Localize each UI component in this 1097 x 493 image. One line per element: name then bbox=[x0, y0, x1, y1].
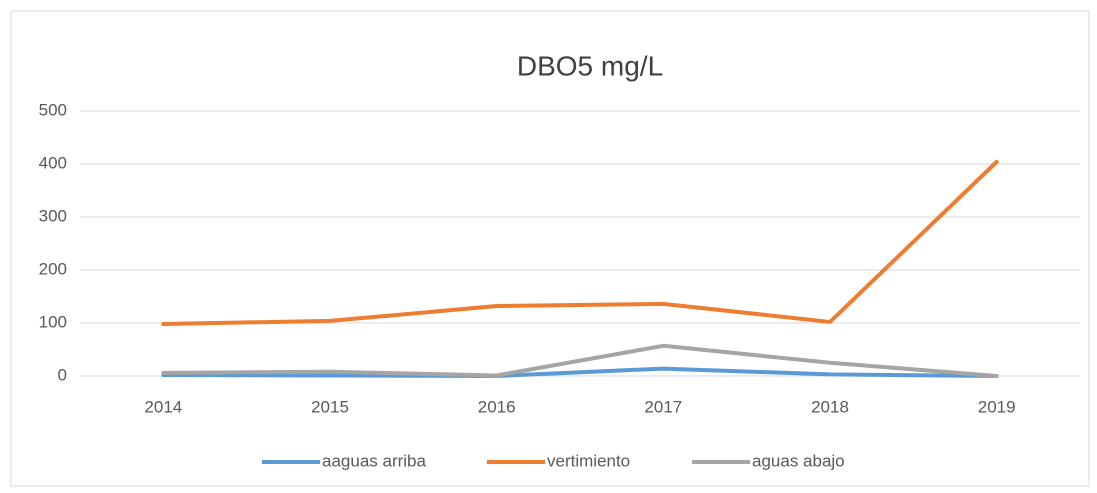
y-tick-label: 0 bbox=[58, 365, 67, 384]
series-line bbox=[161, 159, 999, 327]
x-tick-label: 2017 bbox=[644, 397, 682, 416]
y-tick-label: 300 bbox=[39, 206, 67, 225]
legend-label: aguas abajo bbox=[752, 451, 845, 470]
series-line bbox=[161, 366, 999, 378]
legend-label: vertimiento bbox=[547, 451, 630, 470]
chart-title: DBO5 mg/L bbox=[517, 50, 663, 81]
y-tick-label: 100 bbox=[39, 312, 67, 331]
x-tick-label: 2015 bbox=[311, 397, 349, 416]
series-line bbox=[161, 343, 999, 378]
x-tick-label: 2018 bbox=[811, 397, 849, 416]
x-tick-label: 2019 bbox=[978, 397, 1016, 416]
legend-label: aaguas arriba bbox=[322, 451, 427, 470]
x-tick-label: 2016 bbox=[478, 397, 516, 416]
y-tick-label: 400 bbox=[39, 153, 67, 172]
x-tick-label: 2014 bbox=[144, 397, 182, 416]
y-tick-label: 500 bbox=[39, 100, 67, 119]
y-tick-label: 200 bbox=[39, 259, 67, 278]
